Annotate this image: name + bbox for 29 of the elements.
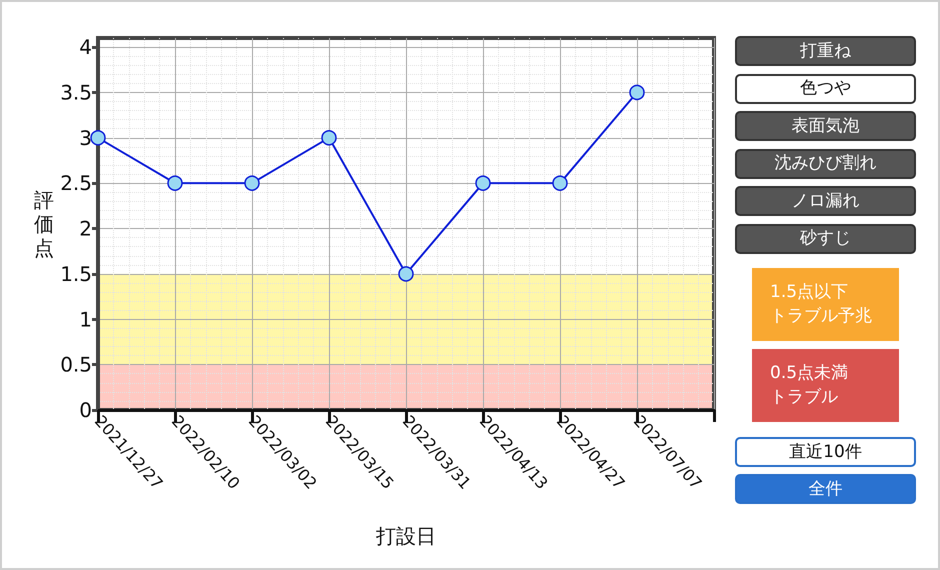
y-tick-label: 3.5 — [60, 80, 92, 104]
point — [244, 175, 260, 191]
y-tick-label: 1.5 — [60, 262, 92, 286]
point — [552, 175, 568, 191]
point — [321, 130, 337, 146]
y-axis-title: 評価点 — [34, 188, 54, 260]
text: 沈みひび割れ — [735, 148, 916, 178]
text: 1.5点以下トラブル予兆 — [770, 281, 873, 328]
point — [475, 175, 491, 191]
text: 色つや — [735, 74, 916, 104]
text: 表面気泡 — [735, 111, 916, 141]
text: 全件 — [735, 474, 916, 504]
y-tick-label: 0 — [79, 398, 92, 422]
y-tick-label: 3 — [79, 126, 92, 150]
point — [398, 266, 414, 282]
point — [90, 130, 106, 146]
text: 直近10件 — [735, 437, 916, 467]
text: 0.5点未満トラブル — [770, 362, 850, 409]
y-tick-label: 2.5 — [60, 171, 92, 196]
text: 打重ね — [735, 36, 916, 66]
x-axis-title: 打設日 — [375, 524, 436, 548]
y-tick-label: 1 — [79, 307, 92, 332]
y-tick-label: 2 — [79, 216, 92, 241]
point — [629, 84, 645, 100]
text: ノロ漏れ — [735, 186, 916, 216]
y-tick-label: 4 — [79, 35, 92, 60]
point — [167, 175, 183, 191]
text: 砂すじ — [735, 224, 916, 254]
y-tick-label: 0.5 — [60, 352, 92, 377]
